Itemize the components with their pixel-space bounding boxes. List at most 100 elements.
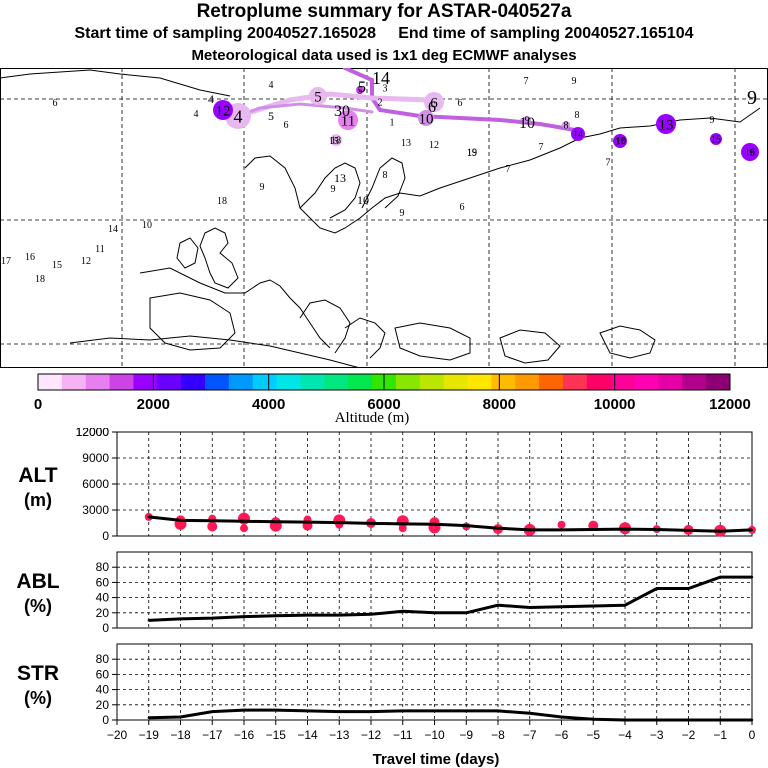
alt-series-point	[211, 519, 214, 523]
marker-label: 16	[745, 148, 755, 159]
marker-label: 14	[573, 130, 583, 141]
map-marker: 9	[523, 116, 531, 127]
marker-label: 2	[378, 98, 383, 109]
map-marker: 6	[424, 92, 444, 112]
map-marker: 5	[309, 87, 327, 105]
alt-series-point	[750, 528, 754, 532]
colorbar-cell	[85, 374, 111, 390]
map-label: 8	[383, 170, 388, 181]
colorbar-cell	[539, 374, 564, 390]
map-label: 4	[269, 80, 274, 91]
map-label: 4	[194, 109, 199, 120]
abl-series-point	[592, 604, 595, 608]
x-tick-label: −6	[555, 728, 569, 742]
colorbar-cell	[324, 374, 349, 390]
map-label: 6	[53, 98, 58, 109]
map-label: 10	[357, 193, 369, 207]
marker-dot	[338, 110, 358, 130]
colorbar-cell	[109, 374, 134, 390]
str-series-point	[433, 709, 436, 713]
map-marker: 2	[378, 98, 383, 109]
marker-label: 9	[525, 116, 530, 127]
map-marker: 3	[383, 84, 388, 95]
y-tick-label: 80	[96, 560, 110, 574]
map-marker: 17	[613, 134, 627, 148]
map-label: 11	[95, 244, 105, 255]
map-marker: 14	[571, 127, 585, 141]
marker-label: 4	[234, 106, 243, 126]
altitude-point	[240, 524, 248, 533]
map-label: 30	[334, 103, 350, 120]
abl-series-point	[560, 605, 563, 608]
y-tick-label: 12000	[76, 428, 110, 439]
abl-series-point	[750, 575, 754, 579]
colorbar-cell	[228, 374, 254, 390]
marker-label: 1	[390, 118, 395, 129]
x-tick-label: 0	[749, 728, 756, 742]
map-label: 5	[358, 79, 366, 96]
x-tick-label: −5	[586, 728, 600, 742]
marker-dot	[613, 134, 627, 148]
alt-series-point	[338, 521, 341, 524]
map-label: 9	[747, 87, 757, 109]
alt-series-point	[655, 528, 658, 531]
colorbar-cell	[133, 374, 158, 390]
colorbar-cell	[61, 374, 87, 390]
altitude-colorbar: 0 2000 4000 6000 8000 10000 12000 Altitude (m)	[34, 373, 751, 426]
x-tick-label: −7	[523, 728, 537, 742]
alt-series-point	[560, 528, 563, 532]
map-label: 7	[539, 142, 544, 153]
colorbar-cell	[419, 374, 445, 390]
x-tick-label: −12	[361, 728, 382, 742]
map-label: 14	[372, 68, 390, 88]
map-label: 5	[268, 109, 274, 123]
y-tick-label: 40	[96, 683, 110, 697]
map-marker: 10	[418, 110, 434, 127]
colorbar-cell	[586, 374, 612, 390]
map-label: 8	[575, 110, 580, 121]
x-tick-label: −1	[713, 728, 727, 742]
x-tick-label: −4	[618, 728, 632, 742]
colorbar-cell	[491, 374, 516, 390]
str-series-point	[338, 710, 341, 713]
abl-series-point	[623, 604, 627, 607]
colorbar-cell	[634, 374, 659, 390]
colorbar-cell	[181, 374, 206, 390]
map-marker: 8	[562, 121, 570, 132]
map-label: 19	[467, 148, 477, 159]
travel-time-axis: −20 −19 −18 −17 −16 −15 −14 −13 −12 −11 −10 −9 −8 −7−…	[107, 720, 756, 742]
marker-dot	[710, 133, 722, 145]
marker-dot	[330, 134, 342, 146]
colorbar-ticks: 0 2000 4000 6000 8000 10000 12000	[34, 374, 751, 413]
marker-dot	[418, 110, 434, 126]
marker-dot	[741, 143, 759, 161]
map-label: 15	[52, 260, 62, 271]
marker-label: 10	[419, 111, 434, 127]
y-tick-label: 9000	[82, 451, 109, 465]
str-series-point	[687, 718, 690, 722]
abl-series-point	[401, 610, 404, 613]
abl-series-point	[465, 611, 468, 614]
map-label: 18	[35, 274, 45, 285]
marker-label: 15	[711, 135, 721, 146]
map-label: 9	[331, 184, 336, 195]
alt-series-point	[179, 519, 182, 522]
marker-label: 8	[564, 121, 569, 132]
x-tick-label: −10	[424, 728, 445, 742]
altitude-point	[207, 521, 218, 532]
marker-dot	[656, 114, 676, 134]
abl-series-point	[306, 613, 309, 617]
met-data-note: Meteorological data used is 1x1 deg ECMW…	[191, 47, 577, 64]
alt-series-point	[592, 528, 595, 531]
alt-series-point	[433, 523, 436, 526]
x-tick-label: −18	[170, 728, 191, 742]
map-marker: 18	[330, 134, 342, 147]
marker-label: 18	[331, 136, 341, 147]
altitude-point	[238, 512, 250, 525]
abl-series-point	[211, 616, 214, 620]
xaxis-label: Travel time (days)	[373, 751, 500, 768]
map-label: 7	[524, 76, 529, 87]
